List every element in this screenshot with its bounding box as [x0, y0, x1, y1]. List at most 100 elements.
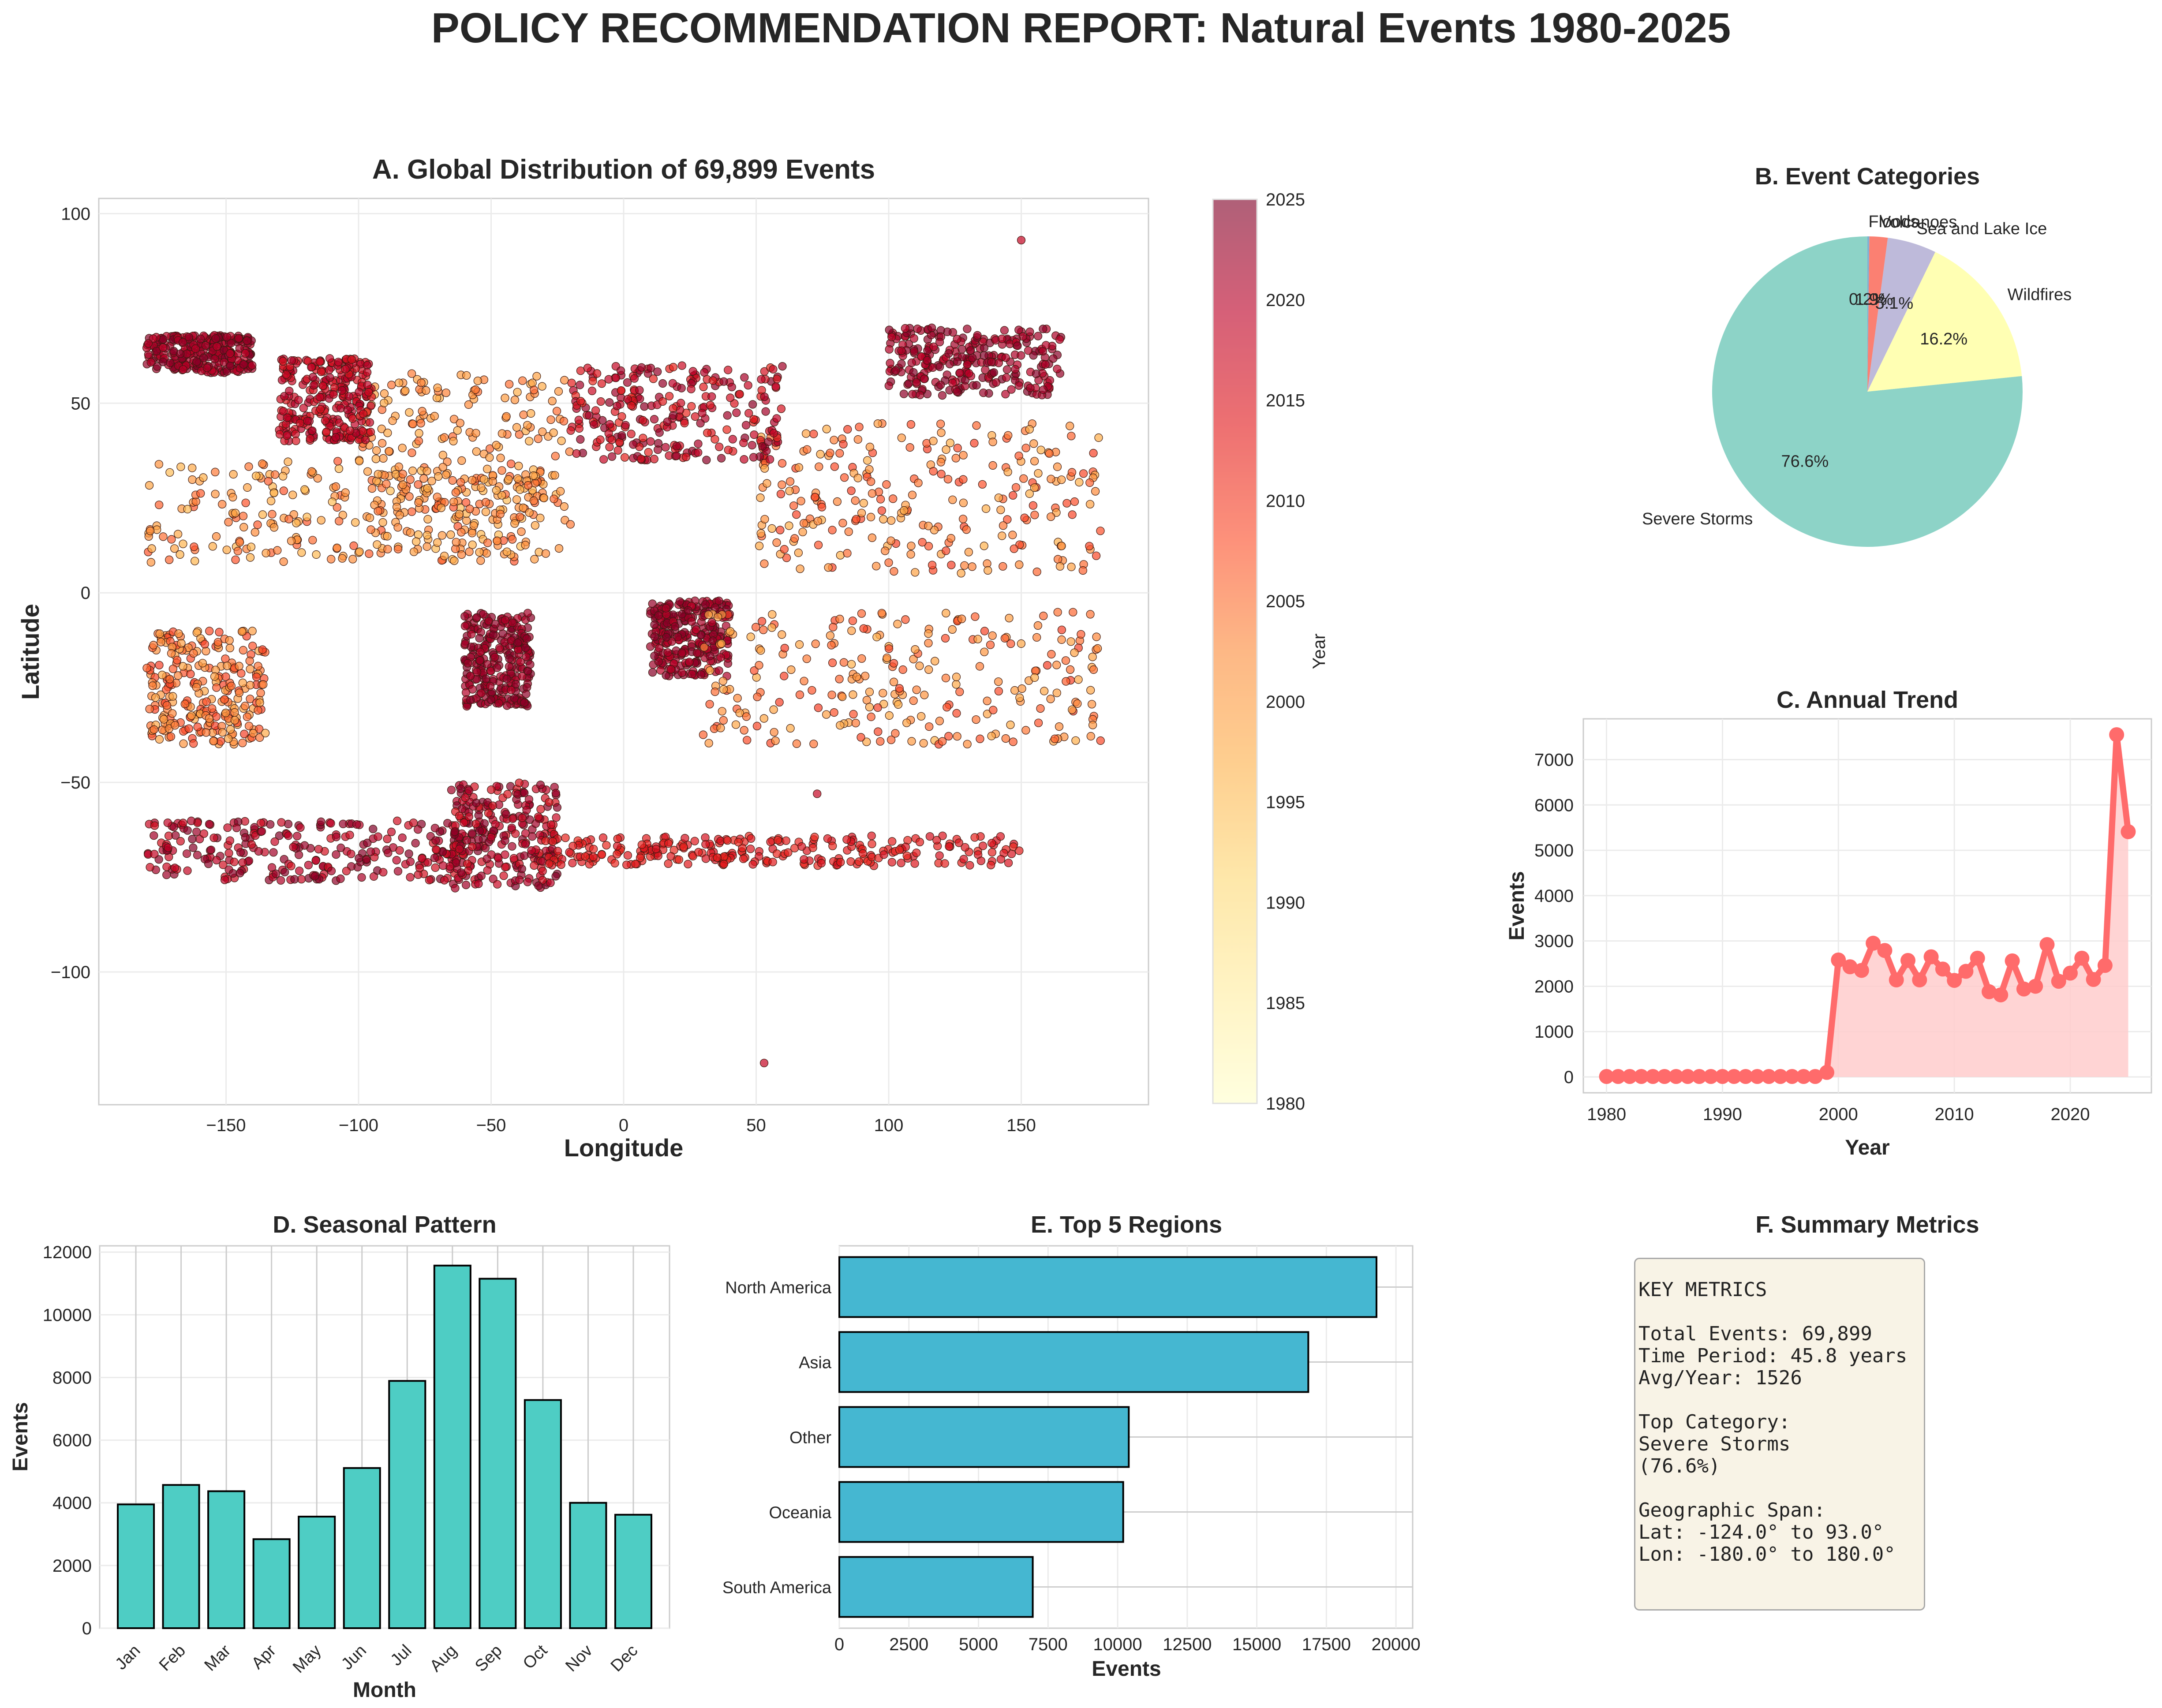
event-point — [545, 859, 554, 868]
event-point — [1086, 500, 1095, 508]
event-point — [280, 392, 289, 400]
event-point — [947, 561, 956, 569]
month-label: Dec — [607, 1641, 641, 1675]
event-point — [227, 681, 236, 691]
event-point — [741, 421, 751, 430]
event-point — [414, 437, 423, 445]
event-point — [536, 513, 545, 523]
event-point — [329, 390, 338, 399]
event-point — [317, 367, 326, 376]
event-point — [471, 819, 480, 828]
event-point — [374, 470, 382, 478]
event-point — [935, 851, 944, 860]
event-point — [241, 833, 250, 842]
event-point — [739, 438, 748, 447]
event-point — [513, 388, 522, 396]
event-point — [925, 832, 934, 841]
event-point — [714, 666, 723, 675]
event-point — [768, 858, 777, 867]
event-point — [780, 672, 789, 680]
event-point — [501, 863, 510, 871]
event-point — [704, 610, 713, 619]
event-point — [449, 497, 458, 506]
event-point — [527, 846, 536, 855]
event-point — [605, 420, 614, 429]
event-point — [352, 820, 361, 829]
event-point — [965, 369, 973, 378]
event-point — [844, 527, 853, 536]
event-point — [204, 860, 213, 868]
event-point — [183, 826, 192, 835]
event-point — [1021, 726, 1030, 735]
event-point — [330, 383, 339, 392]
event-point — [803, 445, 812, 454]
pie-pct-label: 0.2% — [1849, 290, 1887, 309]
event-point — [816, 450, 825, 459]
event-point — [596, 397, 605, 406]
event-point — [959, 498, 968, 507]
event-point — [994, 493, 1003, 502]
event-point — [1049, 354, 1058, 363]
event-point — [461, 688, 471, 697]
event-point — [802, 654, 811, 663]
event-point — [292, 437, 300, 445]
event-point — [507, 686, 516, 695]
event-point — [191, 557, 199, 565]
c-x-tick-label: 2010 — [1935, 1105, 1974, 1124]
event-point — [999, 521, 1008, 530]
event-point — [786, 724, 795, 733]
event-point — [530, 861, 539, 870]
event-point — [895, 845, 904, 854]
event-point — [337, 843, 345, 852]
event-point — [724, 366, 733, 374]
event-point — [1011, 365, 1020, 374]
event-point — [919, 739, 928, 747]
event-point — [475, 656, 484, 665]
event-point — [408, 507, 416, 516]
event-point — [646, 363, 655, 373]
event-point — [1024, 346, 1033, 355]
event-point — [979, 841, 987, 850]
event-point — [523, 421, 532, 430]
event-point — [943, 703, 951, 712]
event-point — [415, 429, 423, 438]
event-point — [1068, 705, 1077, 714]
event-point — [718, 707, 726, 716]
event-point — [912, 685, 921, 694]
event-point — [941, 673, 950, 683]
event-point — [243, 483, 252, 492]
event-point — [461, 793, 470, 802]
event-point — [917, 712, 926, 721]
event-point — [384, 848, 393, 857]
colorbar-tick-label: 2020 — [1266, 291, 1305, 310]
event-point — [523, 878, 532, 886]
event-point — [199, 473, 208, 482]
event-point — [225, 836, 235, 845]
event-point — [740, 726, 748, 735]
event-point — [208, 542, 217, 551]
event-point — [336, 874, 345, 883]
event-point — [733, 694, 742, 703]
event-point — [252, 673, 261, 681]
event-point — [215, 628, 224, 637]
event-point — [655, 428, 664, 437]
event-point — [433, 383, 442, 392]
event-point — [371, 454, 381, 463]
event-point — [761, 407, 770, 416]
event-point — [423, 531, 432, 540]
event-point — [189, 739, 198, 748]
event-point — [711, 435, 719, 444]
event-point — [225, 349, 235, 358]
event-point — [651, 845, 661, 853]
event-point — [663, 417, 672, 426]
month-bar — [479, 1278, 517, 1630]
event-point — [248, 361, 257, 370]
event-point — [380, 389, 389, 398]
event-point — [462, 498, 471, 507]
event-point — [994, 677, 1003, 686]
event-point — [373, 540, 382, 549]
a-y-tick-label: 50 — [71, 394, 91, 413]
event-point — [501, 850, 509, 859]
event-point — [929, 467, 938, 476]
event-point — [355, 854, 363, 863]
